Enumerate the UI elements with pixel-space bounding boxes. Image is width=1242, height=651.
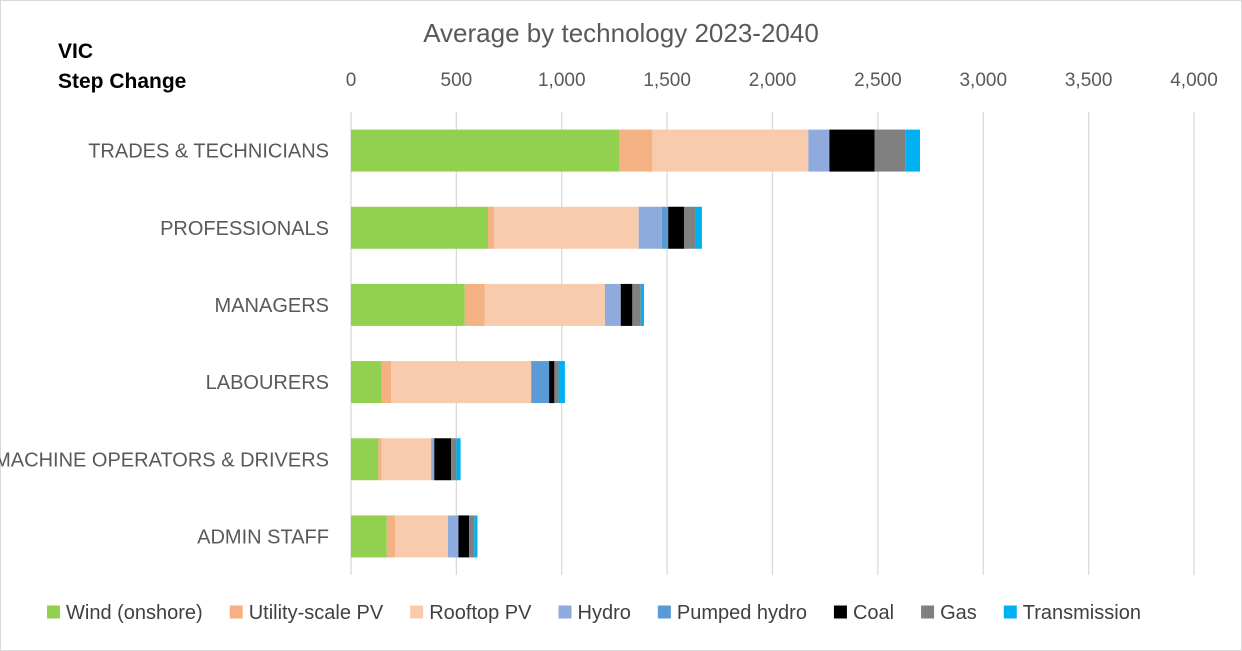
category-label-managers: MANAGERS [215, 295, 329, 317]
legend-item-pumped-hydro: Pumped hydro [657, 602, 807, 624]
bar-trades-technicians-transmission [905, 129, 921, 172]
bar-managers-gas [632, 283, 641, 326]
gridlines [350, 112, 1195, 575]
chart-title: Average by technology 2023-2040 [423, 18, 819, 48]
legend-swatch-transmission [1003, 605, 1017, 619]
bar-machine-operators-drivers-hydro [431, 438, 435, 481]
legend-swatch-coal [833, 605, 847, 619]
x-tick-label-3000: 3,000 [959, 70, 1007, 91]
legend: Wind (onshore) Utility-scale PV Rooftop PV… [47, 602, 1141, 624]
bar-professionals-utility-scale-pv [487, 206, 495, 249]
bar-admin-staff-coal [458, 515, 470, 558]
bar-admin-staff-rooftop-pv [395, 515, 448, 558]
bar-labourers-gas [554, 361, 559, 404]
x-tick-label-0: 0 [346, 70, 357, 91]
category-label-machine-operators-drivers: MACHINE OPERATORS & DRIVERS [0, 449, 329, 471]
bars [351, 129, 921, 558]
legend-item-rooftop-pv: Rooftop PV [410, 602, 532, 624]
bar-professionals-hydro [638, 206, 662, 249]
legend-label-coal: Coal [853, 602, 894, 624]
x-tick-label-500: 500 [441, 70, 473, 91]
x-tick-label-1500: 1,500 [643, 70, 691, 91]
category-label-admin-staff: ADMIN STAFF [197, 526, 329, 548]
legend-swatch-hydro [558, 605, 572, 619]
bar-trades-technicians-hydro [808, 129, 830, 172]
bar-labourers-rooftop-pv [391, 361, 532, 404]
legend-item-hydro: Hydro [558, 602, 631, 624]
legend-swatch-rooftop-pv [410, 605, 424, 619]
bar-managers-wind-onshore [351, 283, 465, 326]
bar-trades-technicians-gas [874, 129, 906, 172]
legend-item-transmission: Transmission [1003, 602, 1141, 624]
bar-professionals-transmission [695, 206, 702, 249]
bar-trades-technicians-utility-scale-pv [619, 129, 653, 172]
legend-swatch-pumped-hydro [657, 605, 671, 619]
x-axis-ticks: 0 500 1,000 1,500 2,000 2,500 3,000 3,500 4,000 [346, 70, 1218, 91]
bar-admin-staff-transmission [474, 515, 478, 558]
bar-admin-staff-utility-scale-pv [386, 515, 396, 558]
bar-trades-technicians-rooftop-pv [652, 129, 809, 172]
bar-machine-operators-drivers-wind-onshore [351, 438, 379, 481]
bar-labourers-coal [549, 361, 555, 404]
legend-label-gas: Gas [940, 602, 977, 624]
bar-admin-staff-hydro [447, 515, 459, 558]
bar-labourers-utility-scale-pv [381, 361, 392, 404]
category-label-professionals: PROFESSIONALS [160, 218, 329, 240]
bar-labourers-transmission [558, 361, 565, 404]
category-label-labourers: LABOURERS [206, 372, 329, 394]
bar-trades-technicians-coal [829, 129, 875, 172]
bar-professionals-wind-onshore [351, 206, 488, 249]
bar-machine-operators-drivers-gas [451, 438, 457, 481]
legend-label-pumped-hydro: Pumped hydro [677, 602, 807, 624]
bar-managers-hydro [604, 283, 621, 326]
bar-professionals-gas [683, 206, 696, 249]
legend-label-rooftop-pv: Rooftop PV [429, 602, 532, 624]
category-labels: TRADES & TECHNICIANS PROFESSIONALS MANAGER… [0, 141, 329, 549]
bar-admin-staff-wind-onshore [351, 515, 387, 558]
bar-trades-technicians-wind-onshore [351, 129, 620, 172]
legend-label-utility-scale-pv: Utility-scale PV [249, 602, 384, 624]
bar-managers-transmission [640, 283, 644, 326]
bar-professionals-pumped-hydro [661, 206, 669, 249]
bar-machine-operators-drivers-utility-scale-pv [378, 438, 382, 481]
bar-professionals-rooftop-pv [494, 206, 639, 249]
legend-item-wind-onshore: Wind (onshore) [47, 602, 203, 624]
bar-labourers-pumped-hydro [531, 361, 550, 404]
x-tick-label-2000: 2,000 [749, 70, 797, 91]
legend-label-wind-onshore: Wind (onshore) [66, 602, 203, 624]
legend-item-gas: Gas [921, 602, 977, 624]
x-tick-label-3500: 3,500 [1065, 70, 1113, 91]
region-label: VIC [58, 40, 94, 63]
bar-machine-operators-drivers-rooftop-pv [381, 438, 432, 481]
bar-admin-staff-gas [469, 515, 475, 558]
x-tick-label-1000: 1,000 [538, 70, 586, 91]
bar-professionals-coal [668, 206, 684, 249]
x-tick-label-2500: 2,500 [854, 70, 902, 91]
bar-managers-rooftop-pv [484, 283, 605, 326]
legend-label-hydro: Hydro [578, 602, 631, 624]
bar-machine-operators-drivers-transmission [456, 438, 461, 481]
legend-label-transmission: Transmission [1023, 602, 1141, 624]
legend-item-coal: Coal [833, 602, 894, 624]
legend-swatch-utility-scale-pv [229, 605, 243, 619]
legend-item-utility-scale-pv: Utility-scale PV [229, 602, 384, 624]
bar-managers-utility-scale-pv [464, 283, 485, 326]
legend-swatch-wind-onshore [47, 605, 60, 619]
legend-swatch-gas [921, 605, 935, 619]
bar-machine-operators-drivers-coal [434, 438, 452, 481]
bar-managers-coal [620, 283, 633, 326]
scenario-label: Step Change [58, 70, 187, 93]
bar-labourers-wind-onshore [351, 361, 382, 404]
category-label-trades-technicians: TRADES & TECHNICIANS [88, 141, 329, 163]
x-tick-label-4000: 4,000 [1170, 70, 1218, 91]
